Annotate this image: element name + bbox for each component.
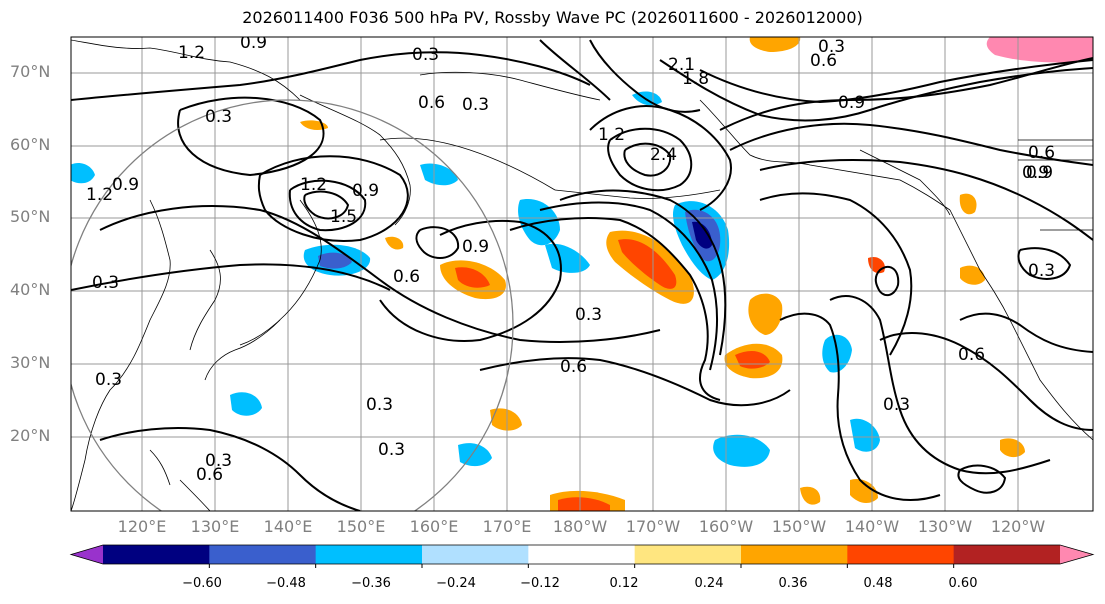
contour-label: 0.3 [412,45,439,65]
colorbar-swatch [209,545,317,564]
colorbar-tick-label: 0.36 [778,576,808,591]
colorbar-tick-label: −0.12 [520,576,560,591]
colorbar-tick-label: −0.36 [351,576,391,591]
contour-label: 2.1 [668,55,695,75]
contour-label: 1.5 [330,207,357,227]
contour-label: 1.2 [598,125,625,145]
contour-label-group: 1.2 0.9 0.3 0.6 0.3 2.1 1.8 0.9 0.6 0.3 … [86,33,1055,485]
lat-label: 60°N [10,135,51,154]
lon-label: 170°W [625,517,681,536]
contour-label: 0.3 [462,95,489,115]
colorbar-swatch [103,545,210,564]
colorbar-swatch [422,545,529,564]
lat-label: 50°N [10,207,51,226]
colorbar-tick-label: 0.24 [694,576,724,591]
colorbar-tick-label: 0.12 [609,576,639,591]
contour-label: 0.6 [393,267,420,287]
contour-label: 0.3 [205,451,232,471]
contour-label: 0.9 [462,237,489,257]
colorbar-outline [69,544,1095,565]
lon-label: 140°W [844,517,900,536]
contour-label: 0.6 [1028,143,1055,163]
contour-label: 0.3 [366,395,393,415]
contour-label: 1.2 [86,185,113,205]
contour-label: 0.3 [92,273,119,293]
contour-label: 0.9 [240,33,267,53]
lon-label: 130°E [190,517,240,536]
contour-label: 0.3 [378,440,405,460]
colorbar-swatch [634,545,742,564]
colorbar-swatch [953,545,1061,564]
lon-label: 160°E [409,517,459,536]
colorbar-tick-label: 0.60 [948,576,978,591]
lon-label: 120°E [117,517,167,536]
contour-label: 0.3 [205,107,232,127]
colorbar-tick-label: −0.24 [436,576,476,591]
lon-label: 160°W [698,517,754,536]
map-frame-bg [71,37,1093,511]
contour-label: 0.6 [418,93,445,113]
lat-label: 40°N [10,280,51,299]
lon-label: 150°E [336,517,386,536]
colorbar-tick-label: −0.48 [266,576,306,591]
lon-label: 180°W [552,517,608,536]
contour-label: 0.6 [196,465,223,485]
colorbar [69,544,1095,568]
contour-label: 0.9 [838,93,865,113]
colorbar-swatch [528,545,636,564]
range-circle [71,99,514,511]
contour-label: 1.8 [682,69,709,89]
lon-label: 130°W [917,517,973,536]
colorbar-extend-high [1060,545,1093,564]
colorbar-swatch [741,545,848,564]
contour-label: 2.4 [650,145,677,165]
contour-label: 0.3 [1028,261,1055,281]
pv-contours [71,39,1093,511]
colorbar-extend-low [71,545,103,564]
contour-label: 1.2 [178,43,205,63]
colorbar-swatch [315,545,423,564]
contour-label: 1.2 [300,175,327,195]
contour-label: 0.9 [112,175,139,195]
contour-label: 0.3 [95,370,122,390]
colorbar-tick-label: 0.48 [863,576,893,591]
colorbar-swatch [847,545,955,564]
map-content: 1.2 0.9 0.3 0.6 0.3 2.1 1.8 0.9 0.6 0.3 … [71,33,1093,511]
map-border [70,36,1094,512]
plot-title: 2026011400 F036 500 hPa PV, Rossby Wave … [242,8,863,27]
lat-label: 30°N [10,353,51,372]
lon-label: 140°E [263,517,313,536]
coastlines [71,39,1093,511]
contour-label: 0.9 [1022,163,1049,183]
colorbar-tick-label: −0.60 [182,576,222,591]
contour-label: 0.6 [560,357,587,377]
contour-label: 0.6 [958,345,985,365]
contour-label: 0.3 [575,305,602,325]
lat-label: 20°N [10,426,51,445]
lon-label: 120°W [990,517,1046,536]
contour-label: 0.3 [818,37,845,57]
lon-label: 170°E [482,517,532,536]
contour-label: 0.9 [352,181,379,201]
pc-shading [71,37,1093,511]
contour-label: 0.6 [810,51,837,71]
lon-label: 150°W [771,517,827,536]
contour-label: 0.3 [883,395,910,415]
lat-label: 70°N [10,62,51,81]
contour-label: 0.9 [1026,163,1053,183]
